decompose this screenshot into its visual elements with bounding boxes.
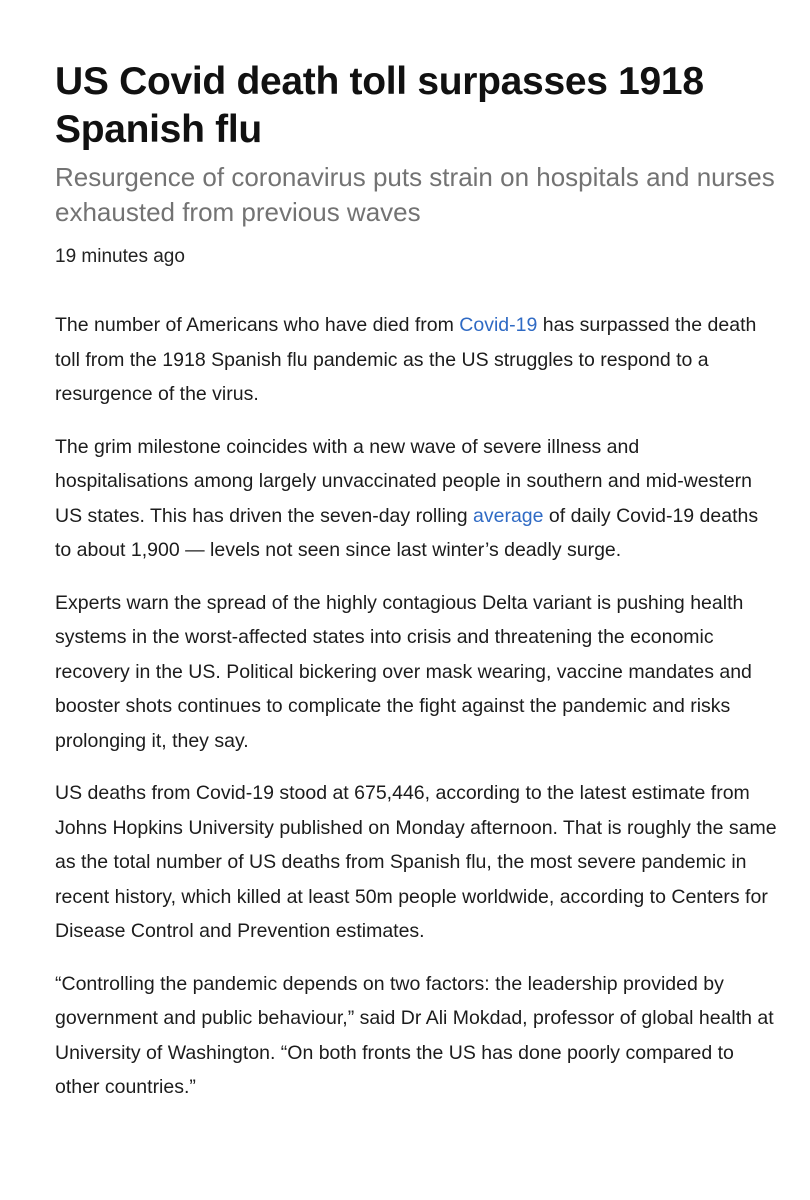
paragraph-1: The number of Americans who have died fr… xyxy=(55,308,777,412)
paragraph-5: “Controlling the pandemic depends on two… xyxy=(55,972,774,1099)
paragraph-4: US deaths from Covid-19 stood at 675,446… xyxy=(55,782,777,942)
article: US Covid death toll surpasses 1918 Spani… xyxy=(55,58,777,1123)
headline: US Covid death toll surpasses 1918 Spani… xyxy=(55,60,704,151)
standfirst: Resurgence of coronavirus puts strain on… xyxy=(55,162,775,227)
article-body: The number of Americans who have died fr… xyxy=(55,308,777,1105)
timestamp: 19 minutes ago xyxy=(55,246,185,267)
paragraph-text: The number of Americans who have died fr… xyxy=(55,314,460,336)
paragraph-text: of daily Covid-19 deaths to about 1,900 … xyxy=(55,504,759,562)
paragraph-2: The grim milestone coincides with a new … xyxy=(55,430,777,568)
paragraph-text: The grim milestone coincides with a new … xyxy=(55,435,753,527)
average-link[interactable]: average xyxy=(473,504,544,527)
paragraph-text: has surpassed the death toll from the 19… xyxy=(55,314,757,405)
covid-19-link[interactable]: Covid-19 xyxy=(459,314,538,336)
paragraph-3: Experts warn the spread of the highly co… xyxy=(55,591,752,752)
